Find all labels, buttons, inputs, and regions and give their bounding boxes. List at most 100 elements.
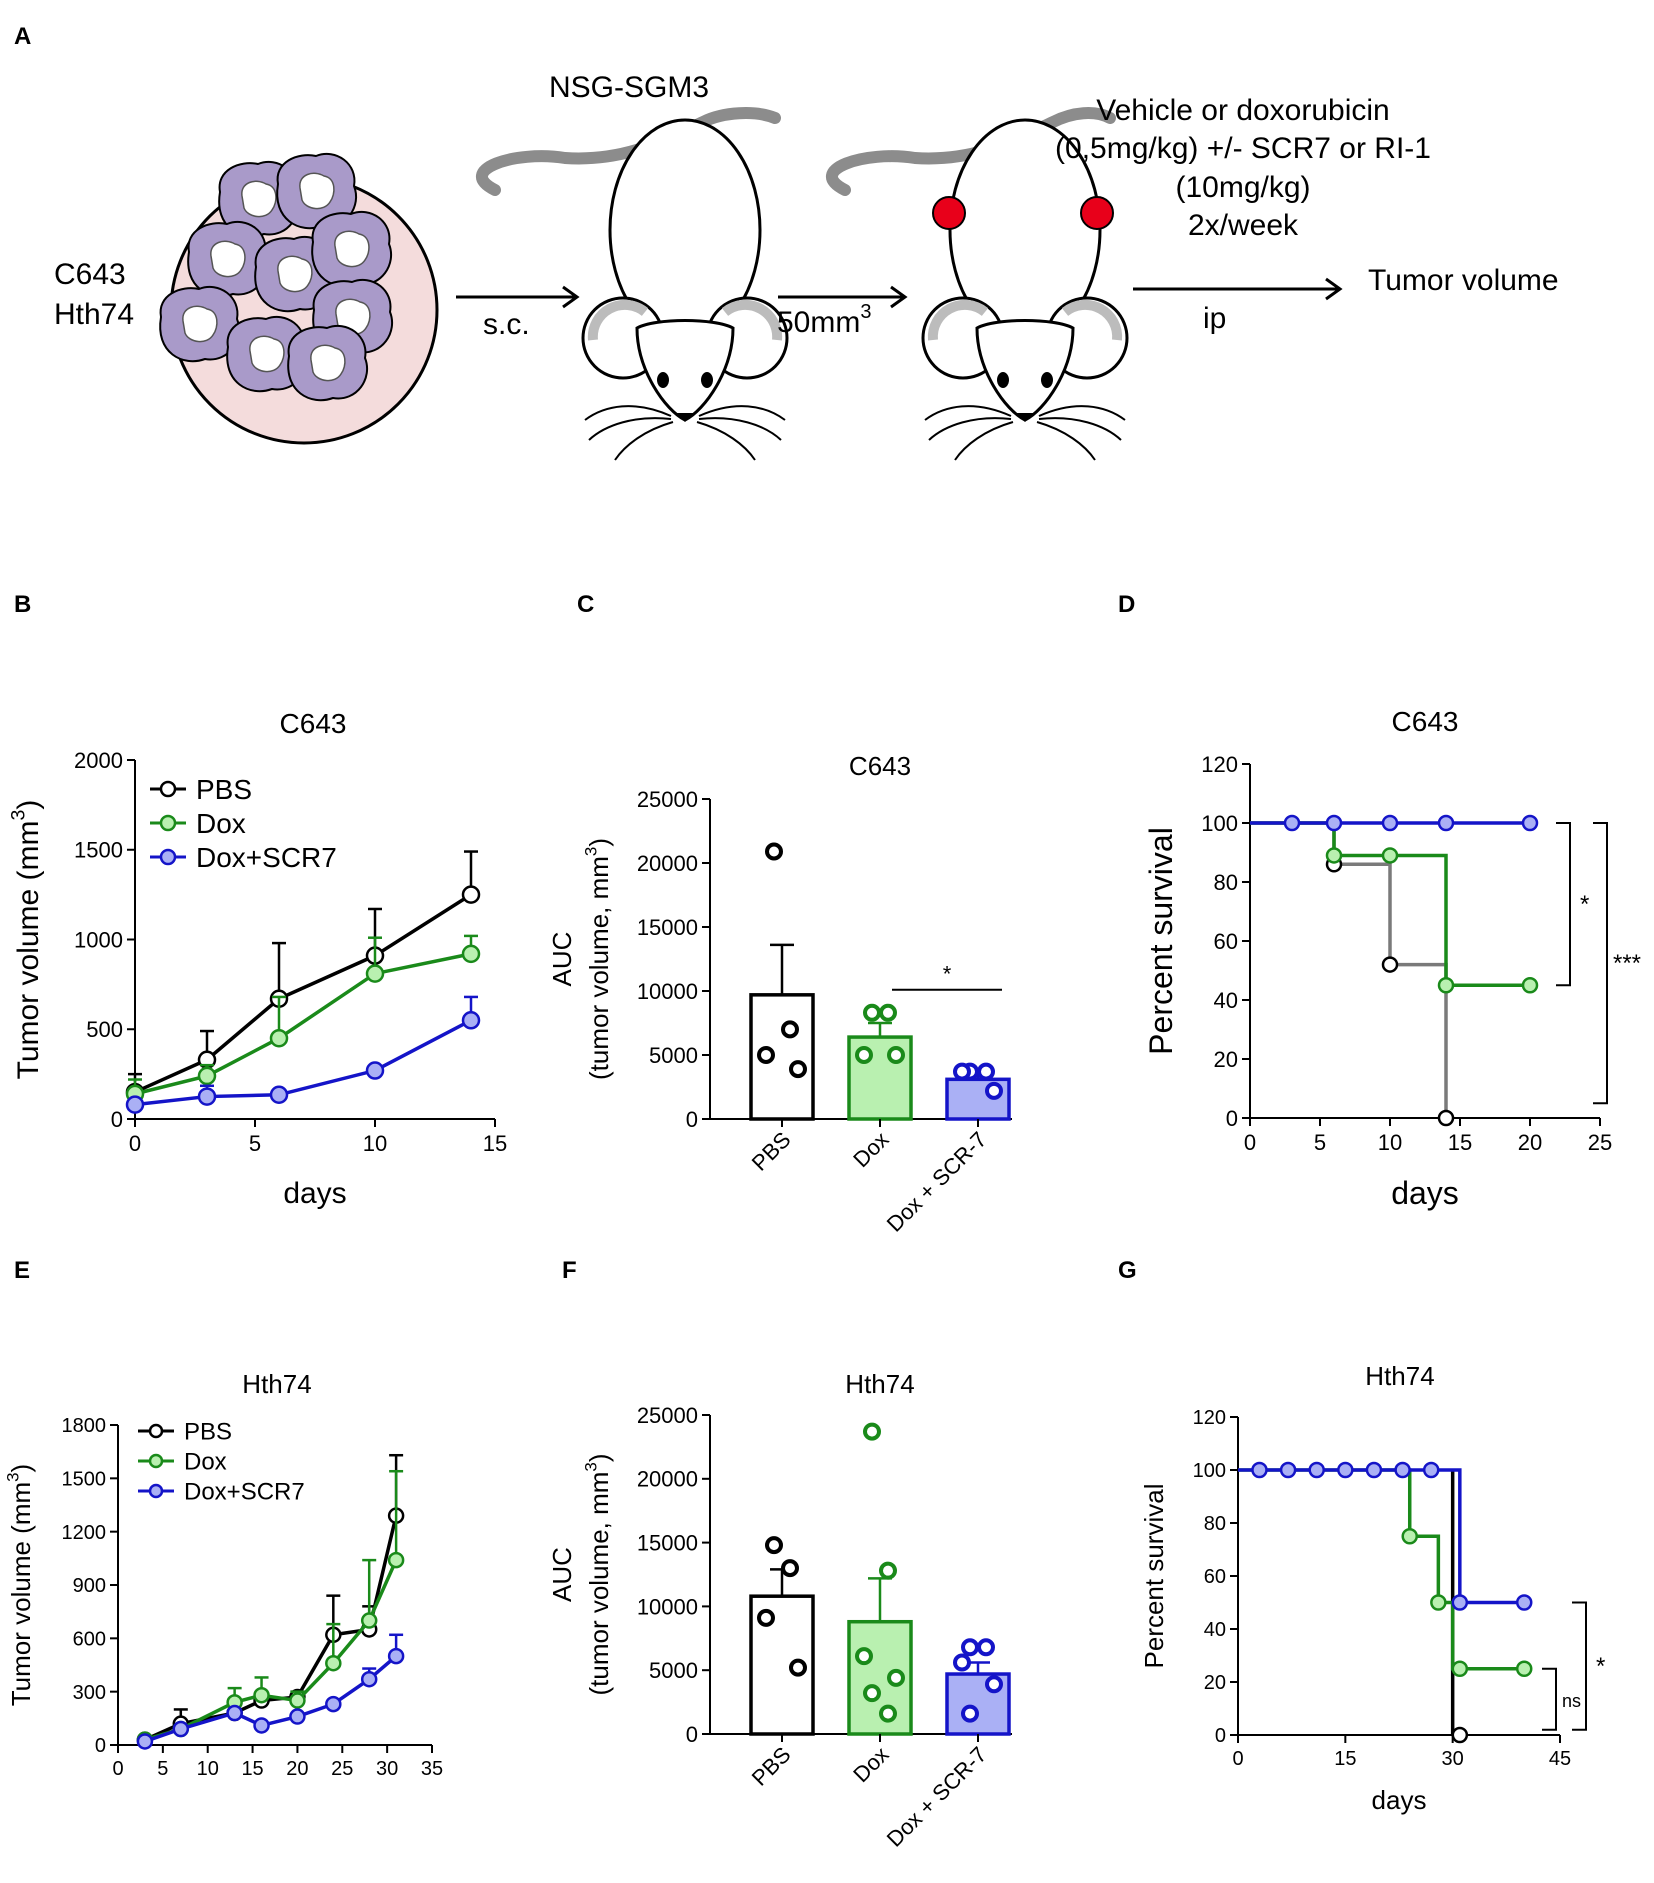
y-tick-label: 0	[95, 1735, 106, 1757]
y-tick-label: 25000	[637, 1403, 698, 1428]
y-axis-label: AUC	[547, 932, 577, 987]
censor-marker	[1394, 1461, 1411, 1479]
individual-point	[863, 1003, 881, 1022]
y-tick-label: 10000	[637, 1594, 698, 1619]
y-tick-label: 1000	[74, 927, 123, 952]
bar-group-dox	[847, 1003, 913, 1121]
y-tick-label: 0	[1226, 1106, 1238, 1131]
y-tick-label: 2000	[74, 748, 123, 773]
arrow-tumor-growth	[778, 285, 908, 309]
data-point	[172, 1720, 190, 1738]
cell-nucleus	[249, 335, 285, 373]
cell-line-hth74: Hth74	[54, 298, 134, 331]
significance-label: *	[943, 962, 952, 987]
chart-f-hth74-auc: Hth74 0 5000 10000 15000 20000 25000 AUC (tumor …	[547, 1369, 1012, 1852]
panel-label-c: C	[577, 591, 594, 618]
individual-point	[863, 1422, 881, 1441]
treatment-line-3: (10mg/kg)	[1175, 171, 1310, 204]
series-dox	[136, 1469, 405, 1748]
y-tick-label: 600	[73, 1629, 106, 1651]
y-tick-label: 0	[686, 1722, 698, 1747]
individual-point	[953, 1062, 971, 1081]
series-dox-scr7	[1238, 1461, 1533, 1611]
x-tick-label: 10	[1378, 1130, 1402, 1155]
y-tick-label: 25000	[637, 787, 698, 812]
individual-point	[879, 1704, 897, 1723]
data-point	[253, 1717, 270, 1734]
tumor-cell-5	[311, 211, 392, 288]
censor-marker	[1325, 814, 1343, 832]
series-dox	[125, 934, 481, 1104]
y-axis-label-units-end: )	[584, 1454, 614, 1463]
data-point	[387, 1647, 405, 1665]
censor-marker	[1251, 1461, 1268, 1479]
data-point	[269, 1085, 289, 1105]
x-tick-label: 20	[1518, 1130, 1542, 1155]
censor-marker	[1283, 814, 1301, 832]
cell-nucleus	[182, 305, 218, 343]
bar-group-pbs	[749, 1536, 815, 1736]
panel-label-f: F	[562, 1257, 577, 1284]
censor-marker	[1451, 1660, 1469, 1677]
bar-group-dox-scr-7	[945, 1638, 1011, 1736]
panel-label-e: E	[14, 1257, 30, 1284]
censor-marker	[1337, 1461, 1354, 1479]
individual-point	[985, 1675, 1003, 1694]
y-tick-label: 60	[1204, 1566, 1226, 1588]
data-point	[125, 1095, 145, 1114]
data-point	[365, 964, 385, 983]
x-tick-label: 35	[421, 1758, 443, 1780]
x-tick-label: 45	[1549, 1748, 1571, 1770]
data-point	[325, 1654, 342, 1672]
significance-bracket	[1593, 822, 1608, 1105]
tumor-cell-8	[226, 316, 307, 393]
data-point	[360, 1670, 378, 1688]
censor-marker	[1451, 1594, 1469, 1611]
x-axis-label: days	[283, 1177, 346, 1210]
y-axis-label-end: )	[6, 1464, 36, 1473]
tumor-right	[1080, 196, 1114, 230]
data-point	[197, 1087, 217, 1106]
panel-label-b: B	[14, 591, 31, 618]
tumor-cell-2	[276, 153, 357, 230]
y-axis-label-text: Tumor volume (mm	[6, 1482, 36, 1706]
legend-marker	[148, 1423, 164, 1439]
y-axis-label: Percent survival	[1139, 1484, 1169, 1669]
x-tick-label: 15	[483, 1131, 507, 1156]
x-tick-label: 25	[331, 1758, 353, 1780]
tumor-size: 50mm3	[777, 301, 871, 339]
treatment-line-1: Vehicle or doxorubicin	[1096, 94, 1390, 127]
x-tick-label: Dox + SCR-7	[882, 1127, 992, 1237]
y-axis-label-units: (tumor volume, mm3)	[581, 838, 614, 1080]
bar-group-dox-scr-7	[945, 1062, 1011, 1121]
y-tick-label: 0	[686, 1107, 698, 1132]
x-axis-label: days	[1391, 1175, 1459, 1211]
y-axis-label-units-sup: 3	[581, 1462, 600, 1471]
cell-dish	[159, 153, 439, 445]
y-tick-label: 5000	[649, 1658, 698, 1683]
censor-marker	[1437, 1109, 1455, 1127]
individual-point	[765, 842, 783, 861]
individual-point	[879, 1561, 897, 1580]
y-tick-label: 5000	[649, 1043, 698, 1068]
mouse-2	[826, 107, 1129, 461]
individual-point	[855, 1647, 873, 1666]
individual-point	[863, 1684, 881, 1703]
chart-title: Hth74	[1365, 1361, 1434, 1391]
data-point	[269, 1028, 289, 1048]
y-tick-label: 1500	[74, 838, 123, 863]
y-axis-label-text: AUC	[547, 1547, 577, 1602]
individual-point	[789, 1060, 807, 1079]
x-tick-label: 5	[249, 1131, 261, 1156]
x-axis-label: days	[1372, 1785, 1427, 1815]
chart-title: C643	[849, 751, 911, 781]
series-dox	[1238, 1468, 1533, 1677]
y-tick-label: 15000	[637, 915, 698, 940]
legend-marker	[148, 1453, 164, 1469]
cell-nucleus	[277, 255, 313, 293]
y-axis-label: AUC	[547, 1547, 577, 1602]
individual-point	[781, 1559, 799, 1578]
treatment-line-2: (0,5mg/kg) +/- SCR7 or RI-1	[1055, 132, 1431, 165]
y-axis-label-units-sup: 3	[581, 847, 600, 856]
data-point	[360, 1612, 378, 1629]
